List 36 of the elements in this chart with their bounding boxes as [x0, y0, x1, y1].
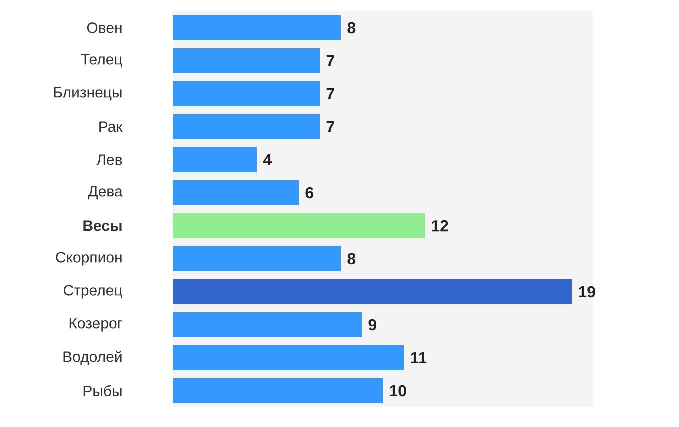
bar — [173, 246, 342, 272]
y-tick-label: Дева — [88, 186, 123, 200]
bar — [173, 312, 362, 338]
y-tick-label: Весы — [84, 220, 122, 232]
y-tick-label: Телец — [81, 54, 122, 68]
data-label: 9 — [368, 319, 376, 331]
y-tick-label: Стрелец — [64, 285, 122, 299]
data-label: 6 — [306, 187, 314, 199]
data-label: 7 — [326, 88, 334, 100]
bar — [173, 279, 572, 304]
bar — [173, 345, 404, 370]
bar — [173, 81, 320, 106]
bar — [173, 180, 300, 206]
bar — [173, 15, 342, 40]
data-label: 8 — [348, 253, 356, 265]
y-tick-label: Рыбы — [84, 385, 122, 397]
y-tick-label: Близнецы — [54, 87, 122, 101]
data-label: 8 — [348, 22, 356, 34]
data-label: 10 — [390, 385, 406, 397]
y-tick-label: Овен — [87, 22, 122, 34]
data-label: 4 — [263, 154, 272, 166]
bar — [173, 48, 320, 74]
data-label: 11 — [411, 352, 427, 364]
data-label: 12 — [432, 220, 448, 232]
data-label: 7 — [326, 121, 334, 132]
y-tick-label: Водолей — [64, 350, 122, 366]
data-label: 7 — [326, 55, 334, 66]
y-tick-label: Рак — [100, 122, 123, 132]
bar — [173, 147, 258, 172]
bar — [173, 213, 425, 238]
data-label: 19 — [579, 286, 596, 298]
bar — [173, 378, 383, 404]
bar — [173, 114, 320, 140]
y-tick-label: Козерог — [70, 318, 122, 332]
y-tick-label: Лев — [96, 154, 122, 166]
y-tick-label: Скорпион — [56, 252, 122, 266]
